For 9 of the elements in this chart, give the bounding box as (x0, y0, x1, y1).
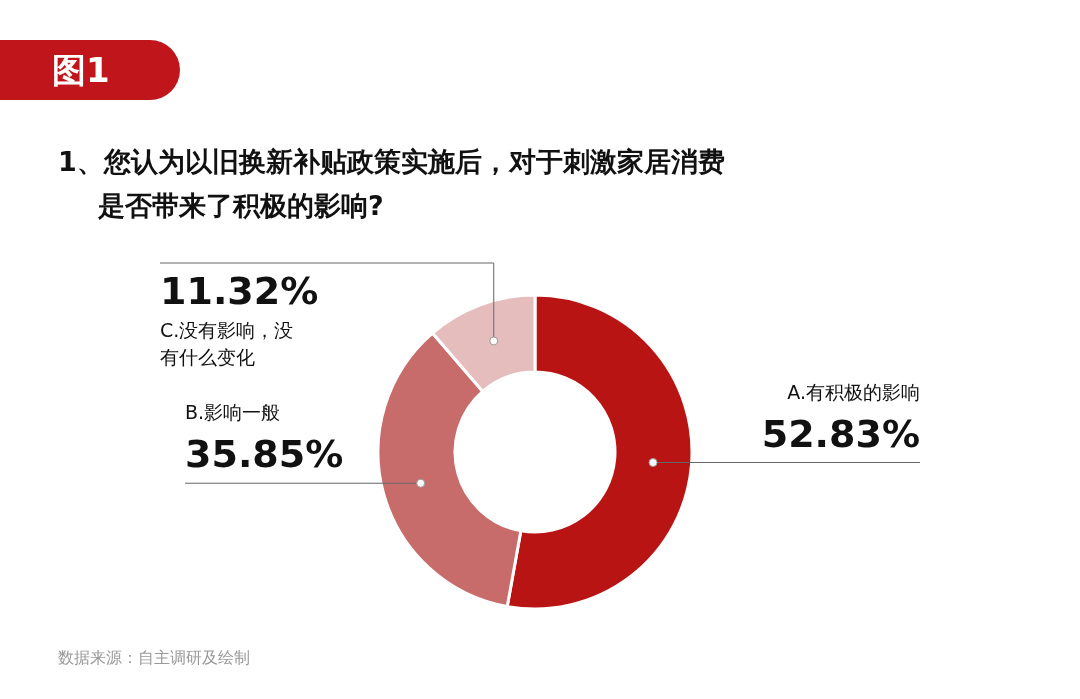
slice-label: B.影响一般 (185, 400, 281, 426)
source-note: 数据来源：自主调研及绘制 (58, 648, 250, 669)
data-label: 35.85% (185, 431, 344, 478)
data-label: 52.83% (761, 410, 920, 457)
slice-label: C.没有影响，没有什么变化 (160, 318, 295, 370)
caption: 图1 (52, 49, 110, 92)
slice-label: A.有积极的影响 (787, 379, 920, 405)
chart-title: 1、您认为以旧换新补贴政策实施后，对于刺激家居消费是否带来了积极的影响? (58, 145, 726, 223)
data-label: 11.32% (160, 269, 319, 313)
